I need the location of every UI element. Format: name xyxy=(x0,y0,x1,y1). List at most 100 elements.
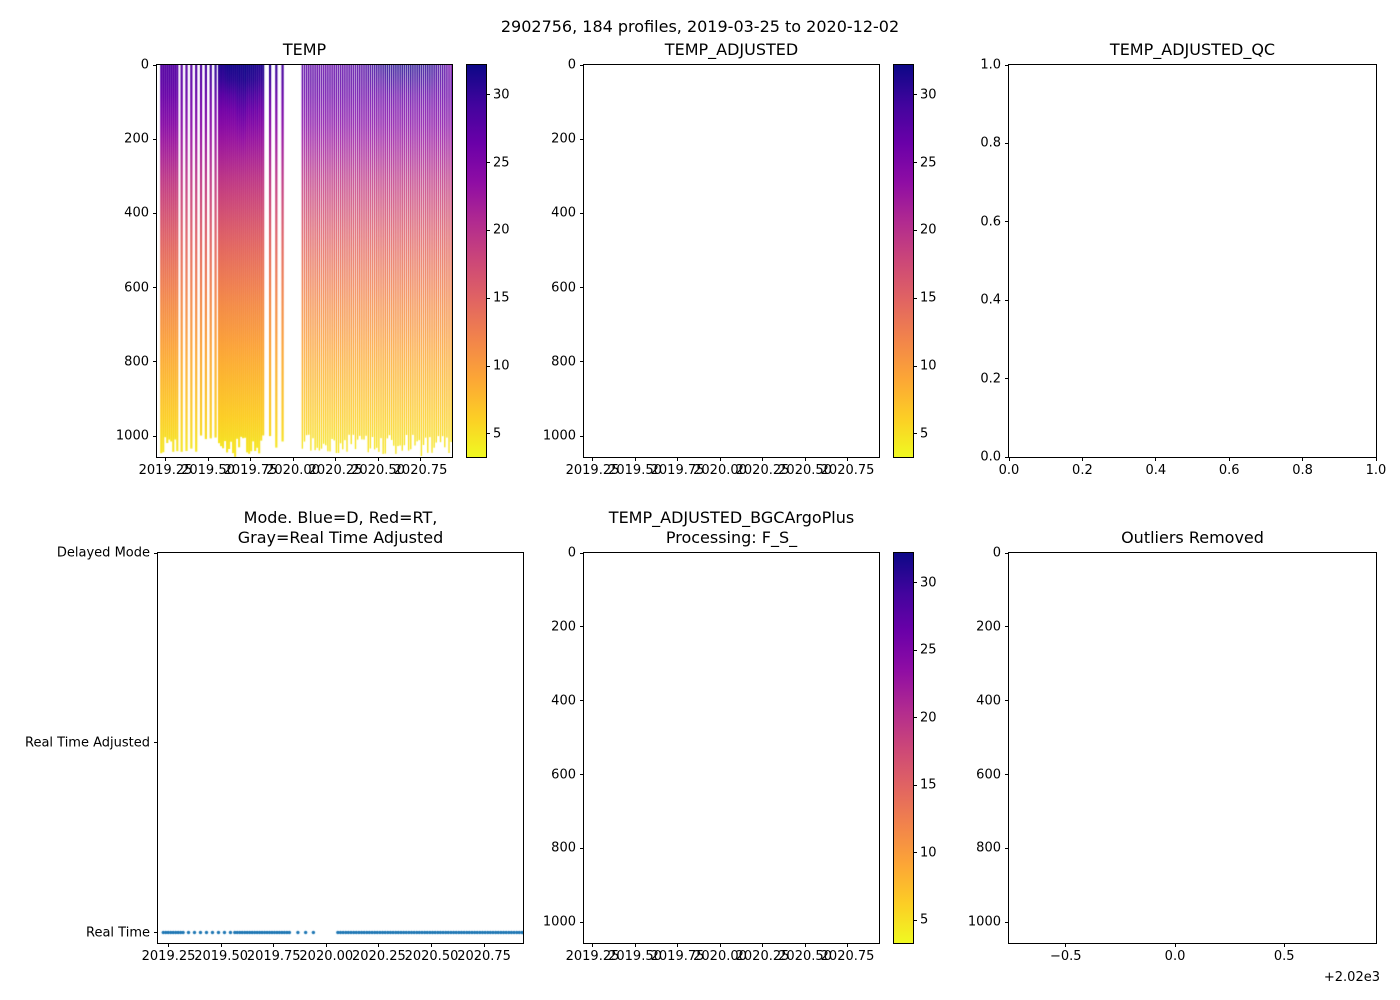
x-tick-label: 2020.75 xyxy=(820,949,875,964)
colorbar-tick-mark xyxy=(913,365,917,367)
colorbar-tick-mark xyxy=(913,649,917,651)
x-tick-label: 2019.50 xyxy=(194,949,248,964)
y-tick-mark xyxy=(154,932,158,934)
subplot-temp-adjusted-bgcargoplus: TEMP_ADJUSTED_BGCArgoPlus Processing: F_… xyxy=(543,508,880,964)
x-tick-mark xyxy=(1375,457,1377,461)
y-tick-label: 200 xyxy=(551,131,576,147)
x-tick-mark xyxy=(165,457,166,461)
colorbar-temp: 5 10 15 20 25 30 xyxy=(466,64,510,458)
x-tick-label: 2020.00 xyxy=(299,949,354,964)
x-tick-label: 1.0 xyxy=(1365,463,1387,478)
y-tick-mark xyxy=(580,847,584,849)
x-tick-mark xyxy=(430,943,432,947)
y-tick-label: 800 xyxy=(551,354,576,370)
colorbar-tick-label: 10 xyxy=(493,358,510,374)
x-tick-mark xyxy=(207,457,209,461)
y-tick-label: 0 xyxy=(992,545,1001,561)
subplot-mode: Mode. Blue=D, Red=RT, Gray=Real Time Adj… xyxy=(25,508,524,964)
y-tick-label: 800 xyxy=(551,840,576,856)
x-tick-mark xyxy=(677,943,679,947)
x-tick-mark xyxy=(378,943,380,947)
y-tick-mark xyxy=(580,138,584,140)
y-tick-mark xyxy=(153,287,157,289)
x-tick-mark xyxy=(420,457,422,461)
x-tick-mark xyxy=(762,457,764,461)
colorbar-tick-mark xyxy=(913,582,917,584)
y-tick-label: 0.2 xyxy=(980,371,1001,387)
y-tick-mark xyxy=(1005,700,1009,702)
x-tick-label: 0.6 xyxy=(1218,463,1240,478)
x-tick-mark xyxy=(483,943,485,947)
y-tick-label: 0.0 xyxy=(980,449,1001,465)
x-tick-mark xyxy=(804,457,806,461)
y-tick-label: Real Time xyxy=(86,925,150,941)
colorbar-tick-mark xyxy=(486,94,490,96)
x-tick-mark xyxy=(804,943,806,947)
x-tick-label: 2019.75 xyxy=(223,463,278,478)
x-tick-mark xyxy=(592,457,593,461)
colorbar-tick-label: 5 xyxy=(493,426,502,442)
y-tick-mark xyxy=(153,64,157,66)
y-tick-label: 400 xyxy=(551,205,576,221)
y-tick-mark xyxy=(1005,221,1009,223)
y-tick-mark xyxy=(580,921,584,923)
x-tick-label: 0.4 xyxy=(1145,463,1167,478)
y-tick-mark xyxy=(1005,626,1009,628)
x-tick-mark xyxy=(273,943,275,947)
y-tick-label: 800 xyxy=(124,354,149,370)
y-tick-mark xyxy=(580,626,584,628)
figure-title: 2902756, 184 profiles, 2019-03-25 to 202… xyxy=(500,17,900,36)
x-tick-mark xyxy=(1065,943,1067,947)
y-tick-mark xyxy=(1005,552,1009,554)
x-tick-mark xyxy=(677,457,679,461)
x-tick-label: 2020.00 xyxy=(693,463,747,478)
x-tick-label: 0.0 xyxy=(998,463,1020,478)
x-tick-label: 2019.50 xyxy=(608,949,662,964)
colorbar-tick-label: 20 xyxy=(493,222,510,238)
x-tick-mark xyxy=(847,457,849,461)
x-tick-mark xyxy=(250,457,252,461)
colorbar-tick-label: 15 xyxy=(920,777,937,793)
x-axis-offset-label: +2.02e3 xyxy=(1323,970,1380,985)
x-tick-mark xyxy=(1174,943,1176,947)
x-tick-label: 2020.00 xyxy=(266,463,320,478)
x-tick-mark xyxy=(592,943,593,947)
y-tick-mark xyxy=(153,138,157,140)
y-tick-label: 1000 xyxy=(542,914,576,930)
x-tick-label: 2019.50 xyxy=(181,463,235,478)
x-tick-label: 0.2 xyxy=(1072,463,1093,478)
x-tick-label: 2020.75 xyxy=(820,463,875,478)
y-tick-label: 0 xyxy=(567,545,576,561)
y-tick-mark xyxy=(154,552,158,554)
y-tick-mark xyxy=(154,742,158,744)
x-tick-label: 2019.50 xyxy=(608,463,662,478)
x-tick-label: 2019.25 xyxy=(138,463,193,478)
colorbar-tick-label: 30 xyxy=(493,87,510,103)
colorbar-tick-mark xyxy=(913,433,917,435)
x-tick-label: 2020.50 xyxy=(351,463,405,478)
colorbar-tick-label: 15 xyxy=(493,290,510,306)
y-tick-label: Delayed Mode xyxy=(56,545,150,561)
y-tick-label: 1000 xyxy=(115,428,149,444)
y-tick-mark xyxy=(580,212,584,214)
x-tick-label: 2019.25 xyxy=(141,949,196,964)
colorbar-tick-label: 15 xyxy=(920,290,937,306)
subplot-temp: TEMP 2019.25 2019.50 2019.75 2020.00 2020.25… xyxy=(116,40,453,478)
x-tick-mark xyxy=(719,457,721,461)
y-tick-label: 1000 xyxy=(967,914,1001,930)
y-tick-mark xyxy=(1005,142,1009,144)
y-tick-mark xyxy=(1005,921,1009,923)
x-tick-mark xyxy=(220,943,222,947)
y-tick-label: 0 xyxy=(140,57,149,73)
y-tick-mark xyxy=(1005,774,1009,776)
colorbar-tick-mark xyxy=(913,784,917,786)
x-tick-label: 2020.50 xyxy=(404,949,459,964)
y-tick-label: 1.0 xyxy=(980,57,1001,73)
y-tick-label: 0.4 xyxy=(980,292,1001,308)
colorbar-tick-mark xyxy=(486,433,490,435)
y-tick-mark xyxy=(153,361,157,363)
colorbar-tick-label: 20 xyxy=(920,710,937,726)
x-tick-mark xyxy=(634,943,636,947)
y-tick-mark xyxy=(580,435,584,437)
